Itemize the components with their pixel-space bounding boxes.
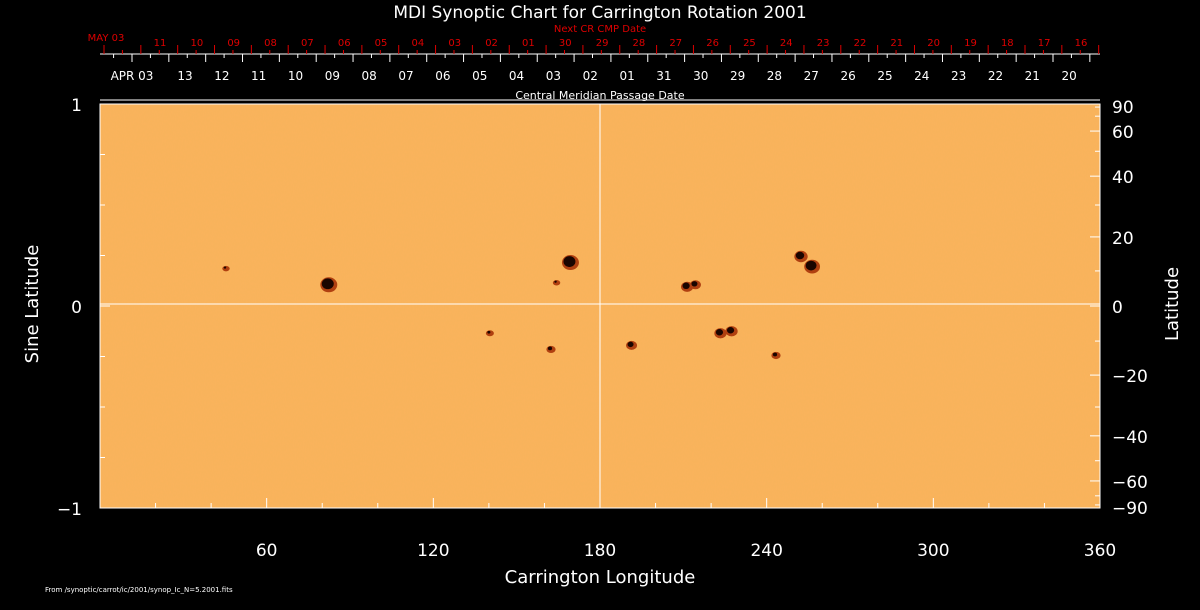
sunspot xyxy=(563,256,576,267)
sunspot xyxy=(321,278,334,290)
next-cmp-date-label: 05 xyxy=(375,38,388,49)
x-axis-label: Carrington Longitude xyxy=(505,567,696,588)
next-cmp-date-label: 20 xyxy=(927,38,940,49)
next-cmp-axis-label: Next CR CMP Date xyxy=(554,24,646,35)
cmp-date-label: 22 xyxy=(988,69,1003,83)
cmp-date-label: 13 xyxy=(177,69,192,83)
x-tick-label: 360 xyxy=(1084,541,1116,561)
plot-area xyxy=(100,104,1100,508)
cmp-date-label: 09 xyxy=(325,69,340,83)
cmp-date-label: 27 xyxy=(804,69,819,83)
sunspot xyxy=(627,341,634,348)
x-tick-label: 120 xyxy=(417,541,449,561)
sunspot-penumbra xyxy=(552,280,561,286)
chart-title: MDI Synoptic Chart for Carrington Rotati… xyxy=(393,3,806,23)
next-cmp-date-label: 19 xyxy=(964,38,977,49)
cmp-date-label: 26 xyxy=(840,69,855,83)
source-footer: From /synoptic/carrot/ic/2001/synop_Ic_N… xyxy=(45,586,233,594)
next-cmp-date-label: 18 xyxy=(1001,38,1014,49)
cmp-date-label: 30 xyxy=(693,69,708,83)
y2-tick-label: 40 xyxy=(1112,168,1134,188)
next-cmp-date-label: 06 xyxy=(338,38,351,49)
cmp-date-label: 07 xyxy=(398,69,413,83)
next-cmp-date-label: 04 xyxy=(412,38,425,49)
cmp-date-label: 10 xyxy=(288,69,303,83)
next-cmp-date-label: 16 xyxy=(1075,38,1088,49)
next-cmp-date-label: 21 xyxy=(890,38,903,49)
y2-tick-label: 90 xyxy=(1112,98,1134,118)
next-cmp-date-label: 02 xyxy=(485,38,498,49)
next-cmp-date-label: 11 xyxy=(154,38,167,49)
cmp-date-label: 04 xyxy=(509,69,524,83)
y-tick-label: 0 xyxy=(71,298,82,318)
sunspot xyxy=(715,329,724,336)
sunspot xyxy=(726,327,735,334)
sunspot xyxy=(682,282,690,290)
y2-tick-label: 20 xyxy=(1112,229,1134,249)
next-cmp-date-label: 23 xyxy=(817,38,830,49)
cmp-date-label: 01 xyxy=(619,69,634,83)
y-tick-label: 1 xyxy=(71,96,82,116)
cmp-date-label: 31 xyxy=(656,69,671,83)
cmp-date-label: 20 xyxy=(1062,69,1077,83)
y2-axis-label: Latitude xyxy=(1162,267,1183,341)
cmp-date-label: 05 xyxy=(472,69,487,83)
next-cmp-date-label: 01 xyxy=(522,38,535,49)
cmp-date-label: 08 xyxy=(362,69,377,83)
next-cmp-date-label: 03 xyxy=(448,38,461,49)
y2-tick-label: −90 xyxy=(1112,499,1148,519)
sunspot xyxy=(547,346,553,351)
sunspot xyxy=(223,266,227,269)
cmp-date-label: 23 xyxy=(951,69,966,83)
cmp-date-label: 03 xyxy=(546,69,561,83)
cmp-date-label: 11 xyxy=(251,69,266,83)
cmp-axis-label: Central Meridian Passage Date xyxy=(515,89,684,102)
next-cmp-date-label: 22 xyxy=(854,38,867,49)
sunspot xyxy=(554,280,557,283)
y-axis-label: Sine Latitude xyxy=(22,245,43,364)
y2-tick-label: −20 xyxy=(1112,367,1148,387)
sunspot xyxy=(805,260,817,271)
next-cmp-date-label: 29 xyxy=(596,38,609,49)
y-tick-label: −1 xyxy=(57,500,82,520)
next-cmp-date-label: 07 xyxy=(301,38,314,49)
cmp-date-label: 06 xyxy=(435,69,450,83)
cmp-date-label: APR 03 xyxy=(111,69,154,83)
y2-tick-label: −40 xyxy=(1112,428,1148,448)
next-cmp-date-label: MAY 03 xyxy=(88,33,125,44)
y2-tick-label: 60 xyxy=(1112,123,1134,143)
next-cmp-date-label: 28 xyxy=(633,38,646,49)
sunspot xyxy=(772,352,778,357)
sunspot xyxy=(795,251,805,260)
cmp-date-label: 25 xyxy=(877,69,892,83)
x-tick-label: 180 xyxy=(584,541,616,561)
next-cmp-date-label: 30 xyxy=(559,38,572,49)
cmp-date-label: 21 xyxy=(1025,69,1040,83)
cmp-date-label: 24 xyxy=(914,69,929,83)
x-tick-label: 300 xyxy=(917,541,949,561)
next-cmp-date-label: 25 xyxy=(743,38,756,49)
cmp-date-label: 28 xyxy=(767,69,782,83)
sunspot xyxy=(691,281,698,287)
next-cmp-date-label: 10 xyxy=(190,38,203,49)
next-cmp-date-label: 08 xyxy=(264,38,277,49)
next-cmp-date-label: 27 xyxy=(669,38,682,49)
cmp-date-label: 02 xyxy=(583,69,598,83)
x-tick-label: 60 xyxy=(256,541,278,561)
x-tick-label: 240 xyxy=(750,541,782,561)
y2-tick-label: −60 xyxy=(1112,473,1148,493)
next-cmp-date-label: 24 xyxy=(780,38,793,49)
next-cmp-date-label: 09 xyxy=(227,38,240,49)
sunspot-penumbra xyxy=(222,265,230,272)
next-cmp-date-label: 17 xyxy=(1038,38,1051,49)
y2-tick-label: 0 xyxy=(1112,298,1123,318)
next-cmp-date-label: 26 xyxy=(706,38,719,49)
cmp-date-label: 12 xyxy=(214,69,229,83)
cmp-date-label: 29 xyxy=(730,69,745,83)
sunspot xyxy=(487,330,491,334)
